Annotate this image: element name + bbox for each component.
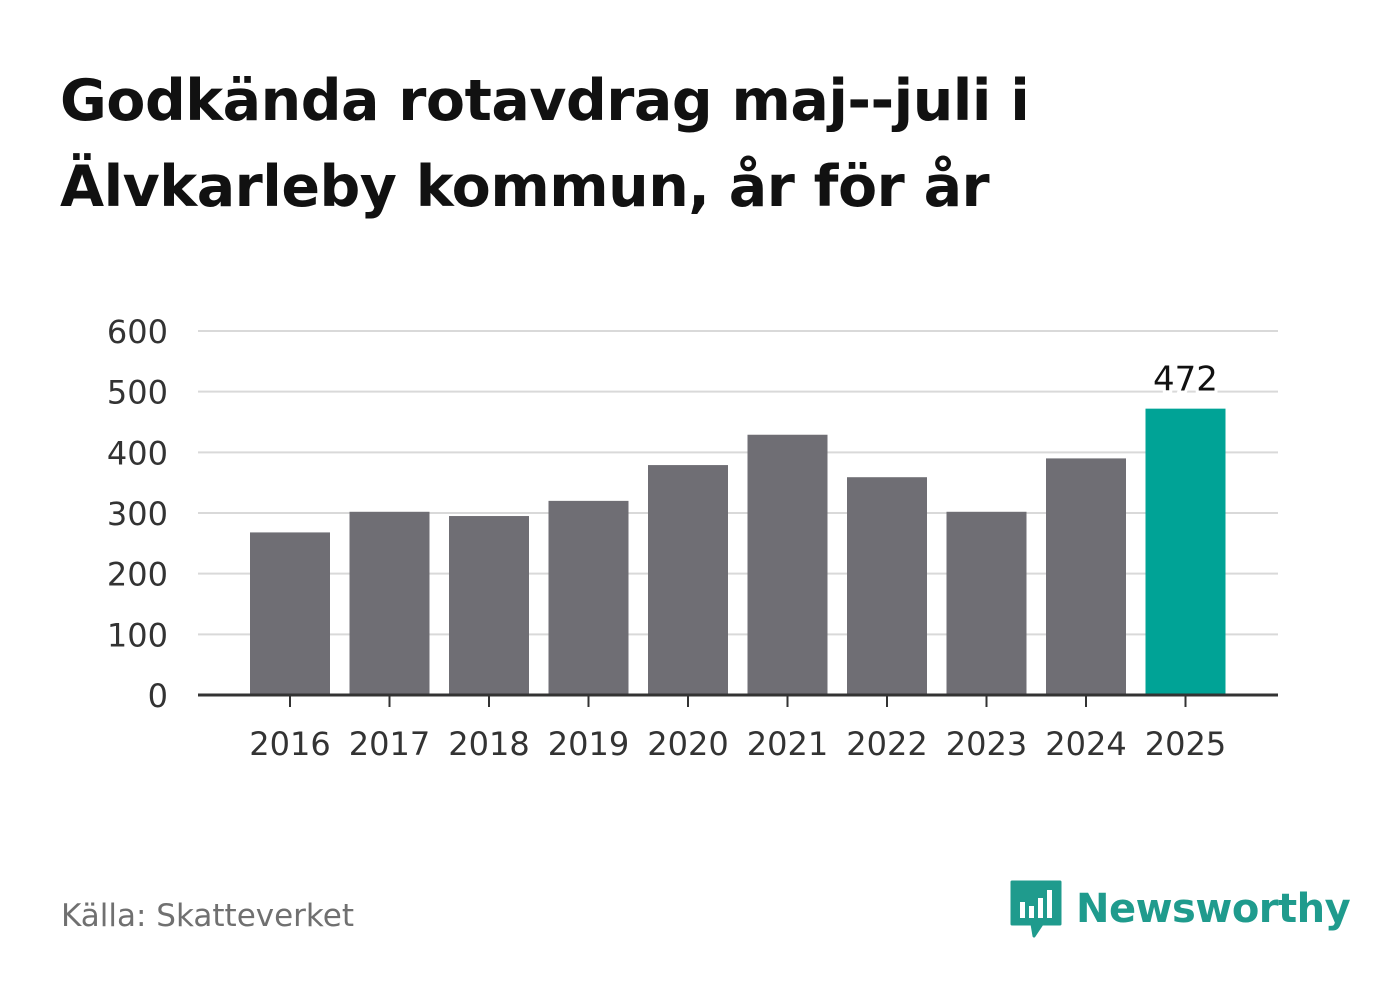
bar-2023 — [946, 511, 1027, 695]
y-tick-label: 100 — [107, 616, 168, 654]
x-tick-label: 2024 — [1045, 725, 1126, 763]
x-tick-label: 2025 — [1145, 725, 1226, 763]
source-note: Källa: Skatteverket — [61, 898, 355, 934]
x-tick-label: 2016 — [249, 725, 330, 763]
bar-2021 — [747, 434, 828, 695]
y-tick-label: 200 — [107, 556, 168, 594]
bar-2016 — [250, 532, 330, 695]
bar-2017 — [349, 511, 430, 695]
bar-2020 — [648, 465, 728, 695]
bar-2019 — [548, 500, 629, 695]
bar-2025 — [1145, 408, 1226, 695]
y-tick-label: 0 — [148, 677, 168, 715]
x-tick-label: 2022 — [846, 725, 927, 763]
x-tick-label: 2019 — [548, 725, 629, 763]
chart-title-line-2: Älvkarleby kommun, år för år — [60, 154, 990, 220]
x-tick-label: 2018 — [448, 725, 529, 763]
y-tick-label: 300 — [107, 495, 168, 533]
x-tick-label: 2017 — [349, 725, 430, 763]
newsworthy-logo: Newsworthy — [1010, 878, 1351, 940]
x-tick-label: 2023 — [946, 725, 1027, 763]
brand-name: Newsworthy — [1076, 886, 1351, 932]
y-tick-label: 500 — [107, 374, 168, 412]
y-tick-label: 400 — [107, 434, 168, 472]
chart-title: Godkända rotavdrag maj--juli i Älvkarleb… — [60, 58, 1160, 230]
chart-title-line-1: Godkända rotavdrag maj--juli i — [60, 68, 1030, 134]
y-tick-label: 600 — [107, 313, 168, 351]
speech-bubble-bar-chart-icon — [1010, 880, 1062, 938]
bar-2022 — [847, 477, 927, 695]
x-tick-label: 2020 — [647, 725, 728, 763]
x-tick-label: 2021 — [747, 725, 828, 763]
bar-2024 — [1046, 458, 1126, 695]
bar-2018 — [449, 516, 529, 695]
data-label: 472 — [1153, 360, 1218, 400]
